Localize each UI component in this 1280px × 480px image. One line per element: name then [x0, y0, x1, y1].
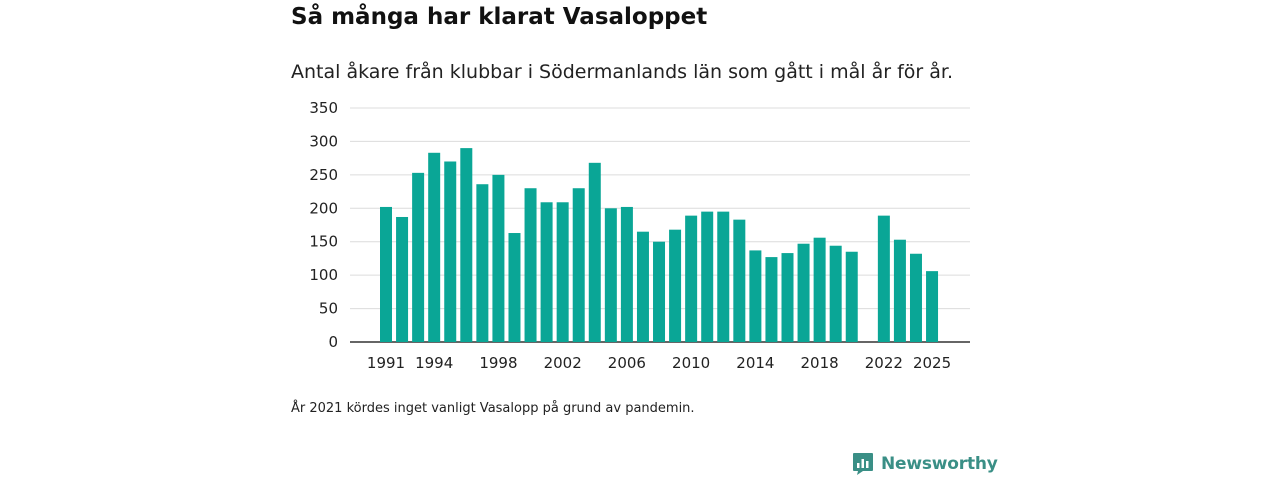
bar-2017[interactable] [797, 243, 810, 342]
x-tick-label: 2006 [608, 354, 646, 372]
bar-2025[interactable] [926, 271, 939, 342]
bar-2003[interactable] [572, 188, 585, 342]
x-tick-label: 2014 [736, 354, 774, 372]
y-tick-label: 0 [328, 333, 338, 351]
chart-subtitle: Antal åkare från klubbar i Södermanlands… [291, 61, 953, 83]
bar-2008[interactable] [653, 241, 666, 342]
bar-2022[interactable] [877, 215, 890, 342]
y-tick-label: 50 [319, 300, 338, 318]
bar-2014[interactable] [749, 250, 762, 342]
bar-2020[interactable] [845, 251, 858, 342]
footnote: År 2021 kördes inget vanligt Vasalopp på… [291, 401, 695, 416]
x-tick-label: 1994 [415, 354, 453, 372]
newsworthy-logo[interactable]: Newsworthy [852, 452, 998, 476]
bar-chart: 0 50 100 150 200 250 300 350 1991 1994 1998 2002 20… [309, 99, 970, 372]
bar-2010[interactable] [685, 215, 698, 342]
bar-2007[interactable] [636, 231, 649, 342]
bar-1996[interactable] [460, 148, 473, 342]
bar-2009[interactable] [669, 229, 682, 342]
bar-2019[interactable] [829, 245, 842, 342]
bar-1997[interactable] [476, 184, 489, 342]
bar-2001[interactable] [540, 202, 553, 342]
bar-2024[interactable] [909, 253, 922, 342]
x-tick-label: 1998 [479, 354, 517, 372]
bar-2023[interactable] [893, 239, 906, 342]
bar-1994[interactable] [428, 152, 441, 342]
y-tick-label: 350 [309, 99, 338, 117]
y-tick-label: 300 [309, 132, 338, 150]
bar-2013[interactable] [733, 219, 746, 342]
bar-1991[interactable] [380, 206, 392, 342]
bar-2018[interactable] [813, 237, 826, 342]
bar-1999[interactable] [508, 233, 521, 342]
bar-1993[interactable] [412, 172, 425, 342]
bar-2011[interactable] [701, 211, 714, 342]
bar-2000[interactable] [524, 188, 537, 342]
x-tick-label: 2002 [544, 354, 582, 372]
x-tick-label: 2025 [913, 354, 951, 372]
bar-2002[interactable] [556, 202, 569, 342]
newsworthy-logo-icon [853, 453, 873, 475]
y-tick-label: 200 [309, 199, 338, 217]
brand-name: Newsworthy [881, 454, 998, 474]
bars [380, 148, 939, 342]
x-axis-labels: 1991 1994 1998 2002 2006 2010 2014 2018 2022 2025 [367, 354, 951, 372]
bar-2015[interactable] [765, 257, 778, 342]
bar-1992[interactable] [396, 216, 409, 342]
y-axis-labels: 0 50 100 150 200 250 300 350 [309, 99, 338, 351]
y-tick-label: 150 [309, 233, 338, 251]
x-tick-label: 2010 [672, 354, 710, 372]
y-tick-label: 250 [309, 166, 338, 184]
bar-2006[interactable] [620, 206, 633, 342]
x-tick-label: 2022 [865, 354, 903, 372]
bar-2005[interactable] [604, 208, 617, 342]
bar-1995[interactable] [444, 161, 457, 342]
bar-2012[interactable] [717, 211, 730, 342]
bar-2004[interactable] [588, 162, 601, 342]
y-tick-label: 100 [309, 266, 338, 284]
bar-2016[interactable] [781, 253, 794, 342]
bar-1998[interactable] [492, 174, 505, 342]
x-tick-label: 1991 [367, 354, 405, 372]
chart-title: Så många har klarat Vasaloppet [291, 4, 708, 30]
x-tick-label: 2018 [801, 354, 839, 372]
